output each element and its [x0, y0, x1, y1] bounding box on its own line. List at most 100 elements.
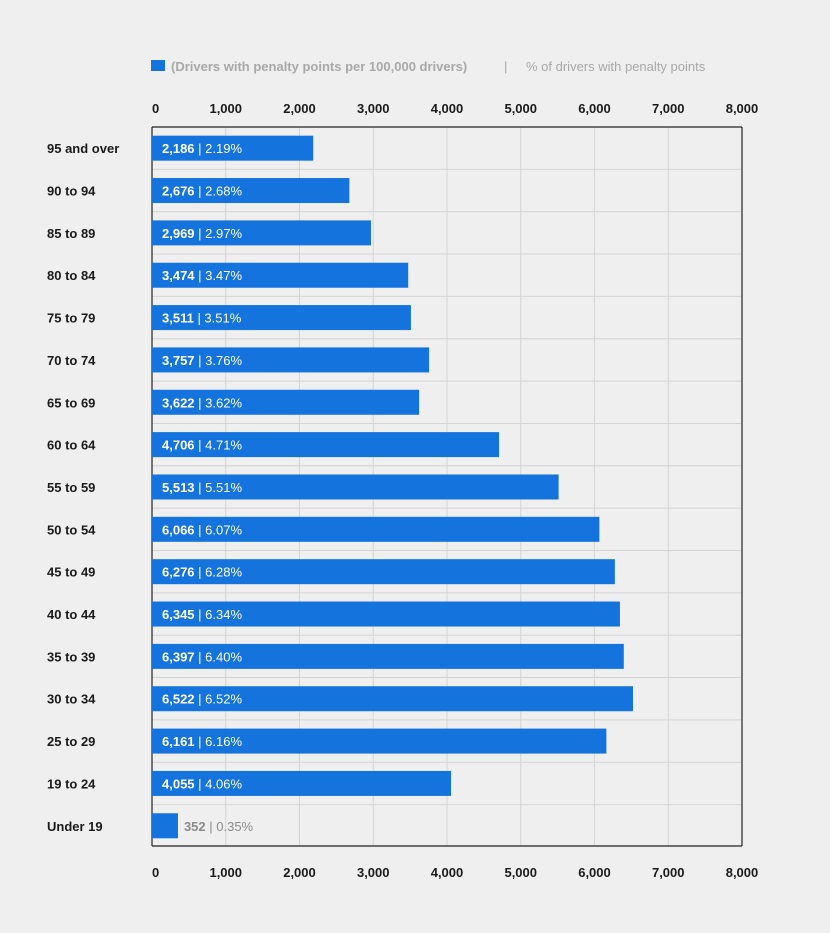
x-tick-label-bottom: 3,000 — [357, 865, 390, 880]
data-label-percent: | 4.71% — [195, 438, 243, 453]
bar — [152, 432, 500, 458]
data-label: 6,522 | 6.52% — [162, 692, 242, 707]
data-label-percent: | 6.28% — [195, 565, 243, 580]
bar — [152, 389, 420, 415]
category-label: 35 to 39 — [47, 649, 95, 664]
data-label-percent: | 6.40% — [195, 649, 243, 664]
data-label-percent: | 6.52% — [195, 692, 243, 707]
category-label: 25 to 29 — [47, 734, 95, 749]
data-label-value: 6,397 — [162, 649, 195, 664]
x-tick-label-top: 3,000 — [357, 101, 390, 116]
x-tick-label-top: 5,000 — [504, 101, 537, 116]
bar — [152, 262, 409, 288]
bar — [152, 728, 607, 754]
x-tick-label-bottom: 8,000 — [726, 865, 759, 880]
data-label-percent: | 3.76% — [195, 353, 243, 368]
data-label-percent: | 4.06% — [195, 776, 243, 791]
bar — [152, 347, 430, 373]
category-label: 60 to 64 — [47, 438, 96, 453]
data-label: 6,397 | 6.40% — [162, 649, 242, 664]
data-label: 2,676 | 2.68% — [162, 184, 242, 199]
category-label: 85 to 89 — [47, 226, 95, 241]
data-label: 6,161 | 6.16% — [162, 734, 242, 749]
bar — [152, 770, 452, 796]
x-tick-label-top: 4,000 — [431, 101, 464, 116]
data-label-value: 2,186 — [162, 141, 195, 156]
category-label: 19 to 24 — [47, 776, 96, 791]
x-tick-label-bottom: 7,000 — [652, 865, 685, 880]
data-label-value: 352 — [184, 819, 206, 834]
category-label: 65 to 69 — [47, 395, 95, 410]
data-label-value: 3,622 — [162, 395, 195, 410]
bar — [152, 813, 178, 839]
category-label: 30 to 34 — [47, 692, 96, 707]
legend-secondary-label: % of drivers with penalty points — [526, 59, 706, 74]
data-label-percent: | 6.34% — [195, 607, 243, 622]
bar — [152, 135, 314, 161]
x-tick-label-top: 7,000 — [652, 101, 685, 116]
data-label-value: 2,676 — [162, 184, 195, 199]
data-label-value: 6,345 — [162, 607, 195, 622]
category-label: 55 to 59 — [47, 480, 95, 495]
category-label: 40 to 44 — [47, 607, 96, 622]
data-label-value: 6,522 — [162, 692, 195, 707]
bar — [152, 686, 633, 712]
data-label-value: 5,513 — [162, 480, 195, 495]
x-tick-label-top: 2,000 — [283, 101, 316, 116]
x-tick-label-bottom: 0 — [152, 865, 159, 880]
data-label: 3,757 | 3.76% — [162, 353, 242, 368]
x-tick-label-top: 8,000 — [726, 101, 759, 116]
data-label: 352 | 0.35% — [184, 819, 254, 834]
legend-swatch — [151, 60, 165, 71]
data-label-percent: | 2.68% — [195, 184, 243, 199]
category-label: 45 to 49 — [47, 565, 95, 580]
data-label: 3,474 | 3.47% — [162, 268, 242, 283]
data-label: 6,276 | 6.28% — [162, 565, 242, 580]
data-label: 3,622 | 3.62% — [162, 395, 242, 410]
data-label: 2,969 | 2.97% — [162, 226, 242, 241]
data-label-value: 3,511 — [162, 311, 194, 326]
data-label-percent: | 5.51% — [195, 480, 243, 495]
x-tick-label-bottom: 5,000 — [504, 865, 537, 880]
data-label-value: 6,276 — [162, 565, 195, 580]
x-tick-label-bottom: 6,000 — [578, 865, 611, 880]
x-tick-label-bottom: 1,000 — [209, 865, 242, 880]
category-label: 95 and over — [47, 141, 119, 156]
data-label: 2,186 | 2.19% — [162, 141, 242, 156]
data-label-percent: | 3.51% — [194, 311, 242, 326]
x-tick-label-bottom: 2,000 — [283, 865, 316, 880]
data-label: 5,513 | 5.51% — [162, 480, 242, 495]
data-label-value: 6,161 — [162, 734, 195, 749]
data-label-value: 4,706 — [162, 438, 195, 453]
data-label-value: 3,757 — [162, 353, 195, 368]
data-label-percent: | 3.47% — [195, 268, 243, 283]
data-label: 6,066 | 6.07% — [162, 522, 242, 537]
data-label-value: 6,066 — [162, 522, 195, 537]
bar — [152, 178, 350, 204]
x-tick-label-top: 0 — [152, 101, 159, 116]
data-label: 4,706 | 4.71% — [162, 438, 242, 453]
data-label-value: 2,969 — [162, 226, 195, 241]
data-label-percent: | 6.16% — [195, 734, 243, 749]
bar — [152, 559, 615, 585]
category-label: 75 to 79 — [47, 311, 95, 326]
data-label-percent: | 0.35% — [206, 819, 254, 834]
data-label-percent: | 6.07% — [195, 522, 243, 537]
data-label-percent: | 2.19% — [195, 141, 243, 156]
legend-primary-label: (Drivers with penalty points per 100,000… — [171, 59, 467, 74]
x-tick-label-bottom: 4,000 — [431, 865, 464, 880]
data-label: 4,055 | 4.06% — [162, 776, 242, 791]
category-label: 50 to 54 — [47, 522, 96, 537]
data-label-value: 3,474 — [162, 268, 195, 283]
bar — [152, 643, 624, 669]
x-tick-label-top: 1,000 — [209, 101, 242, 116]
category-label: 90 to 94 — [47, 184, 96, 199]
data-label-percent: | 2.97% — [195, 226, 243, 241]
data-label: 3,511 | 3.51% — [162, 311, 242, 326]
legend-separator: | — [504, 59, 507, 74]
bar — [152, 305, 411, 331]
data-label: 6,345 | 6.34% — [162, 607, 242, 622]
data-label-value: 4,055 — [162, 776, 195, 791]
category-label: 80 to 84 — [47, 268, 96, 283]
